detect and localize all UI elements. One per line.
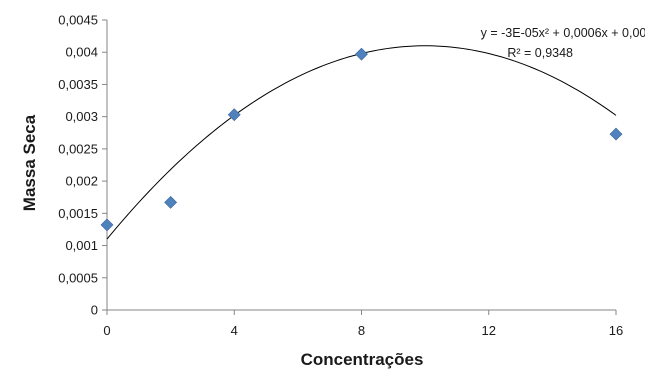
data-point: [609, 127, 623, 141]
y-tick-label: 0,0035: [58, 77, 98, 92]
x-tick-label: 8: [358, 323, 365, 338]
data-point: [355, 47, 368, 61]
data-point: [227, 108, 241, 122]
y-axis-title: Massa Seca: [20, 114, 39, 211]
y-tick-label: 0,0025: [58, 141, 98, 156]
axes: [102, 19, 617, 315]
x-tick-label: 16: [609, 323, 623, 338]
trendline: [106, 45, 617, 240]
y-tick-label: 0,0045: [58, 13, 98, 28]
data-point: [100, 218, 114, 232]
x-axis-title: Concentrações: [301, 350, 424, 369]
trendline-equation: y = -3E-05x² + 0,0006x + 0,0011: [481, 26, 645, 40]
y-tick-label: 0,0015: [58, 206, 98, 221]
y-tick-label: 0,002: [65, 174, 98, 189]
trendline-layer: [106, 45, 617, 240]
x-tick-label: 0: [103, 323, 110, 338]
data-points: [100, 47, 623, 232]
y-tick-label: 0,001: [65, 238, 98, 253]
r-squared-label: R² = 0,9348: [507, 46, 573, 60]
y-tick-label: 0: [91, 303, 98, 318]
x-tick-label: 12: [482, 323, 496, 338]
tick-labels: 0 0,0005 0,001 0,0015 0,002 0,0025 0,003 0,0035…: [58, 13, 623, 339]
data-point: [164, 195, 178, 209]
y-tick-label: 0,004: [65, 45, 98, 60]
y-tick-label: 0,003: [65, 109, 98, 124]
y-tick-label: 0,0005: [58, 270, 98, 285]
x-tick-label: 4: [231, 323, 238, 338]
